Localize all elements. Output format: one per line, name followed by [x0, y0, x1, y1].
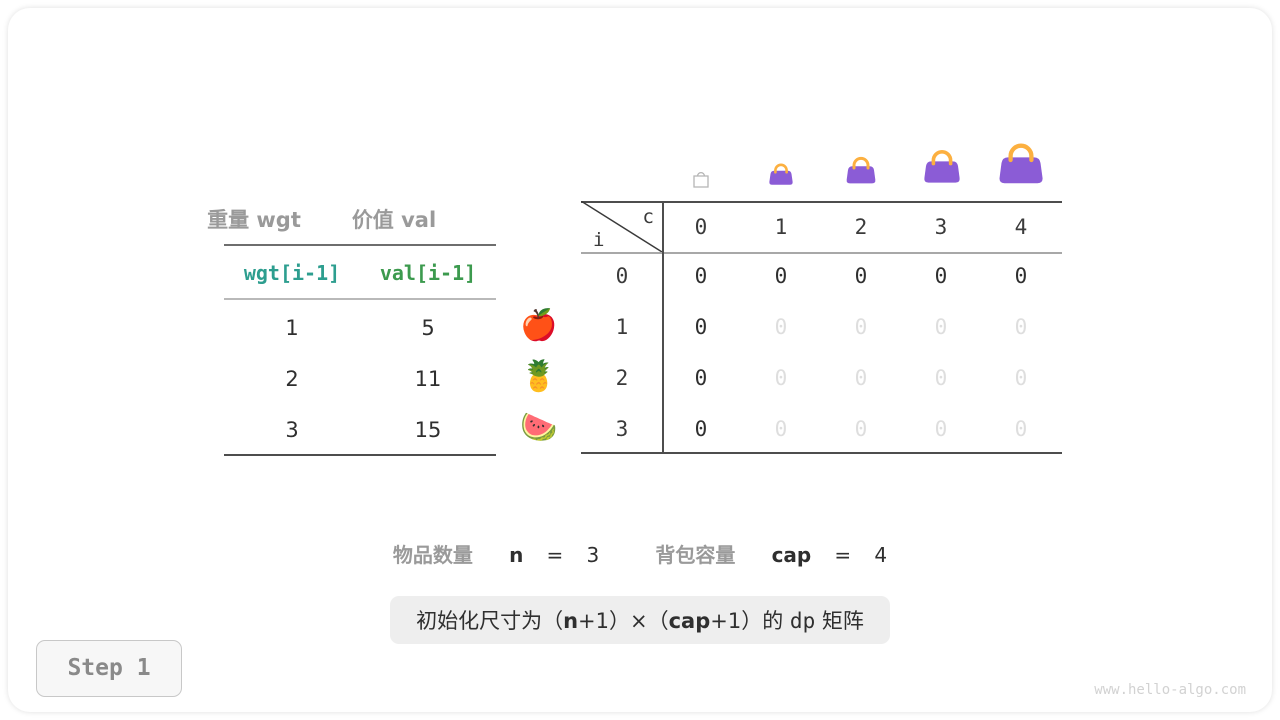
matrix-cell-2-0: 0 — [694, 366, 708, 390]
matrix-cell-0-3: 0 — [934, 264, 948, 288]
step-badge: Step 1 — [36, 640, 182, 697]
caption-part-2: +1）×（ — [578, 609, 669, 633]
table-row: 1 — [285, 316, 299, 340]
matrix-cell-3-2: 0 — [854, 417, 868, 441]
caption-dp-token: dp — [789, 609, 816, 633]
matrix-cell-1-2: 0 — [854, 315, 868, 339]
matrix-col-header-2: 2 — [854, 215, 868, 239]
watermelon-icon: 🍉 — [520, 410, 558, 445]
matrix-cell-2-3: 0 — [934, 366, 948, 390]
capacity-value: 4 — [874, 543, 888, 567]
item-count-variable: n — [509, 543, 524, 567]
matrix-rule-bottom — [581, 452, 1062, 454]
matrix-row-header-3: 3 — [615, 417, 629, 441]
matrix-col-header-0: 0 — [694, 215, 708, 239]
matrix-vertical-divider — [662, 201, 664, 454]
matrix-axis-label-i: i — [593, 229, 605, 251]
matrix-corner-cell: c i — [581, 201, 662, 252]
column-header-weight: 重量 wgt — [207, 208, 301, 232]
matrix-col-header-4: 4 — [1014, 215, 1028, 239]
matrix-axis-label-c: c — [642, 206, 654, 228]
capacity-variable: cap — [771, 543, 812, 567]
item-count-equals: = — [546, 543, 564, 567]
handbag-icon-cap-1 — [764, 156, 798, 194]
matrix-cell-1-4: 0 — [1014, 315, 1028, 339]
caption-var-cap: cap — [668, 609, 711, 633]
matrix-cell-2-2: 0 — [854, 366, 868, 390]
table-rule-middle — [224, 298, 496, 300]
handbag-icon-cap-0 — [689, 166, 713, 194]
handbag-icon-cap-2 — [841, 150, 881, 194]
capacity-equals: = — [834, 543, 852, 567]
matrix-col-header-3: 3 — [934, 215, 948, 239]
apple-icon: 🍎 — [520, 308, 558, 343]
caption-pill: 初始化尺寸为（n+1）×（cap+1）的 dp 矩阵 — [390, 596, 890, 644]
matrix-row-header-2: 2 — [615, 366, 629, 390]
matrix-row-header-0: 0 — [615, 264, 629, 288]
table-rule-bottom — [224, 454, 496, 456]
item-count-label: 物品数量 — [392, 543, 473, 567]
caption-var-n: n — [563, 609, 579, 633]
matrix-cell-1-3: 0 — [934, 315, 948, 339]
table-row: 11 — [414, 367, 442, 391]
capacity-label: 背包容量 — [655, 543, 736, 567]
matrix-cell-3-4: 0 — [1014, 417, 1028, 441]
matrix-row-header-1: 1 — [615, 315, 629, 339]
matrix-cell-2-4: 0 — [1014, 366, 1028, 390]
matrix-cell-3-1: 0 — [774, 417, 788, 441]
table-rule-top — [224, 244, 496, 246]
matrix-rule-header — [581, 252, 1062, 254]
caption-part-1: 初始化尺寸为（ — [416, 609, 564, 633]
column-header-value: 价值 val — [351, 208, 437, 232]
matrix-cell-1-1: 0 — [774, 315, 788, 339]
matrix-cell-2-1: 0 — [774, 366, 788, 390]
item-count-value: 3 — [586, 543, 600, 567]
matrix-cell-0-4: 0 — [1014, 264, 1028, 288]
column-subheader-val: val[i-1] — [379, 261, 477, 285]
table-row: 5 — [421, 316, 435, 340]
matrix-rule-top — [581, 201, 1062, 203]
matrix-cell-0-1: 0 — [774, 264, 788, 288]
handbag-icon-cap-4 — [992, 134, 1050, 196]
watermark: www.hello-algo.com — [1094, 682, 1246, 698]
dp-matrix: c i 0 1 2 3 4 0 1 2 3 0 0 0 0 0 0 0 0 0 … — [581, 201, 1062, 454]
matrix-cell-3-3: 0 — [934, 417, 948, 441]
table-row: 2 — [285, 367, 299, 391]
handbag-icon-cap-3 — [918, 142, 966, 194]
caption-part-3: +1）的 — [710, 609, 784, 633]
matrix-cell-3-0: 0 — [694, 417, 708, 441]
matrix-cell-0-0: 0 — [694, 264, 708, 288]
matrix-cell-0-2: 0 — [854, 264, 868, 288]
column-subheader-wgt: wgt[i-1] — [243, 261, 341, 285]
caption-container: 初始化尺寸为（n+1）×（cap+1）的 dp 矩阵 — [8, 596, 1272, 644]
table-row: 15 — [414, 418, 442, 442]
pineapple-icon: 🍍 — [520, 359, 558, 394]
caption-part-4: 矩阵 — [821, 609, 864, 633]
matrix-cell-1-0: 0 — [694, 315, 708, 339]
matrix-col-header-1: 1 — [774, 215, 788, 239]
table-row: 3 — [285, 418, 299, 442]
slide-canvas: 重量 wgt 价值 val wgt[i-1] val[i-1] 1 5 2 11… — [8, 8, 1272, 712]
parameters-line: 物品数量 n = 3 背包容量 cap = 4 — [8, 539, 1272, 568]
